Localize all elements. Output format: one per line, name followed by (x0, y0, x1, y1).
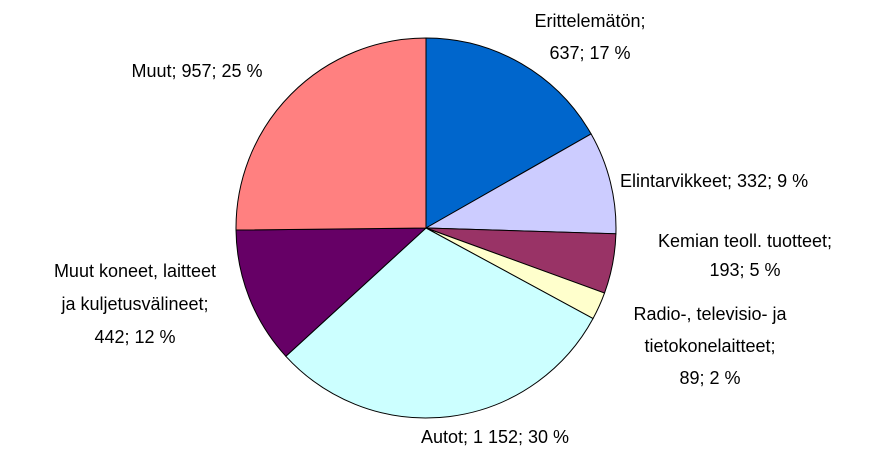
slice-label: 89; 2 % (679, 368, 740, 388)
pie-slice (235, 227, 428, 357)
slice-label: 442; 12 % (94, 327, 175, 347)
slice-label: 637; 17 % (549, 43, 630, 63)
slice-label: Erittelemätön; (534, 11, 645, 31)
pie-slice (235, 37, 427, 231)
slice-label: ja kuljetusvälineet; (60, 294, 208, 314)
slice-label: Muut; 957; 25 % (131, 61, 262, 81)
slice-label: Kemian teoll. tuotteet; (658, 231, 832, 251)
slice-label: Radio-, televisio- ja (633, 304, 787, 324)
pie-slice (425, 37, 592, 229)
slice-label: tietokonelaitteet; (644, 336, 775, 356)
slice-label: Elintarvikkeet; 332; 9 % (620, 171, 808, 191)
slice-label: 193; 5 % (709, 260, 780, 280)
pie-slice (424, 133, 617, 235)
slice-label: Muut koneet, laitteet (54, 261, 216, 281)
slice-label: Autot; 1 152; 30 % (421, 427, 569, 447)
pie-slice (285, 227, 594, 419)
